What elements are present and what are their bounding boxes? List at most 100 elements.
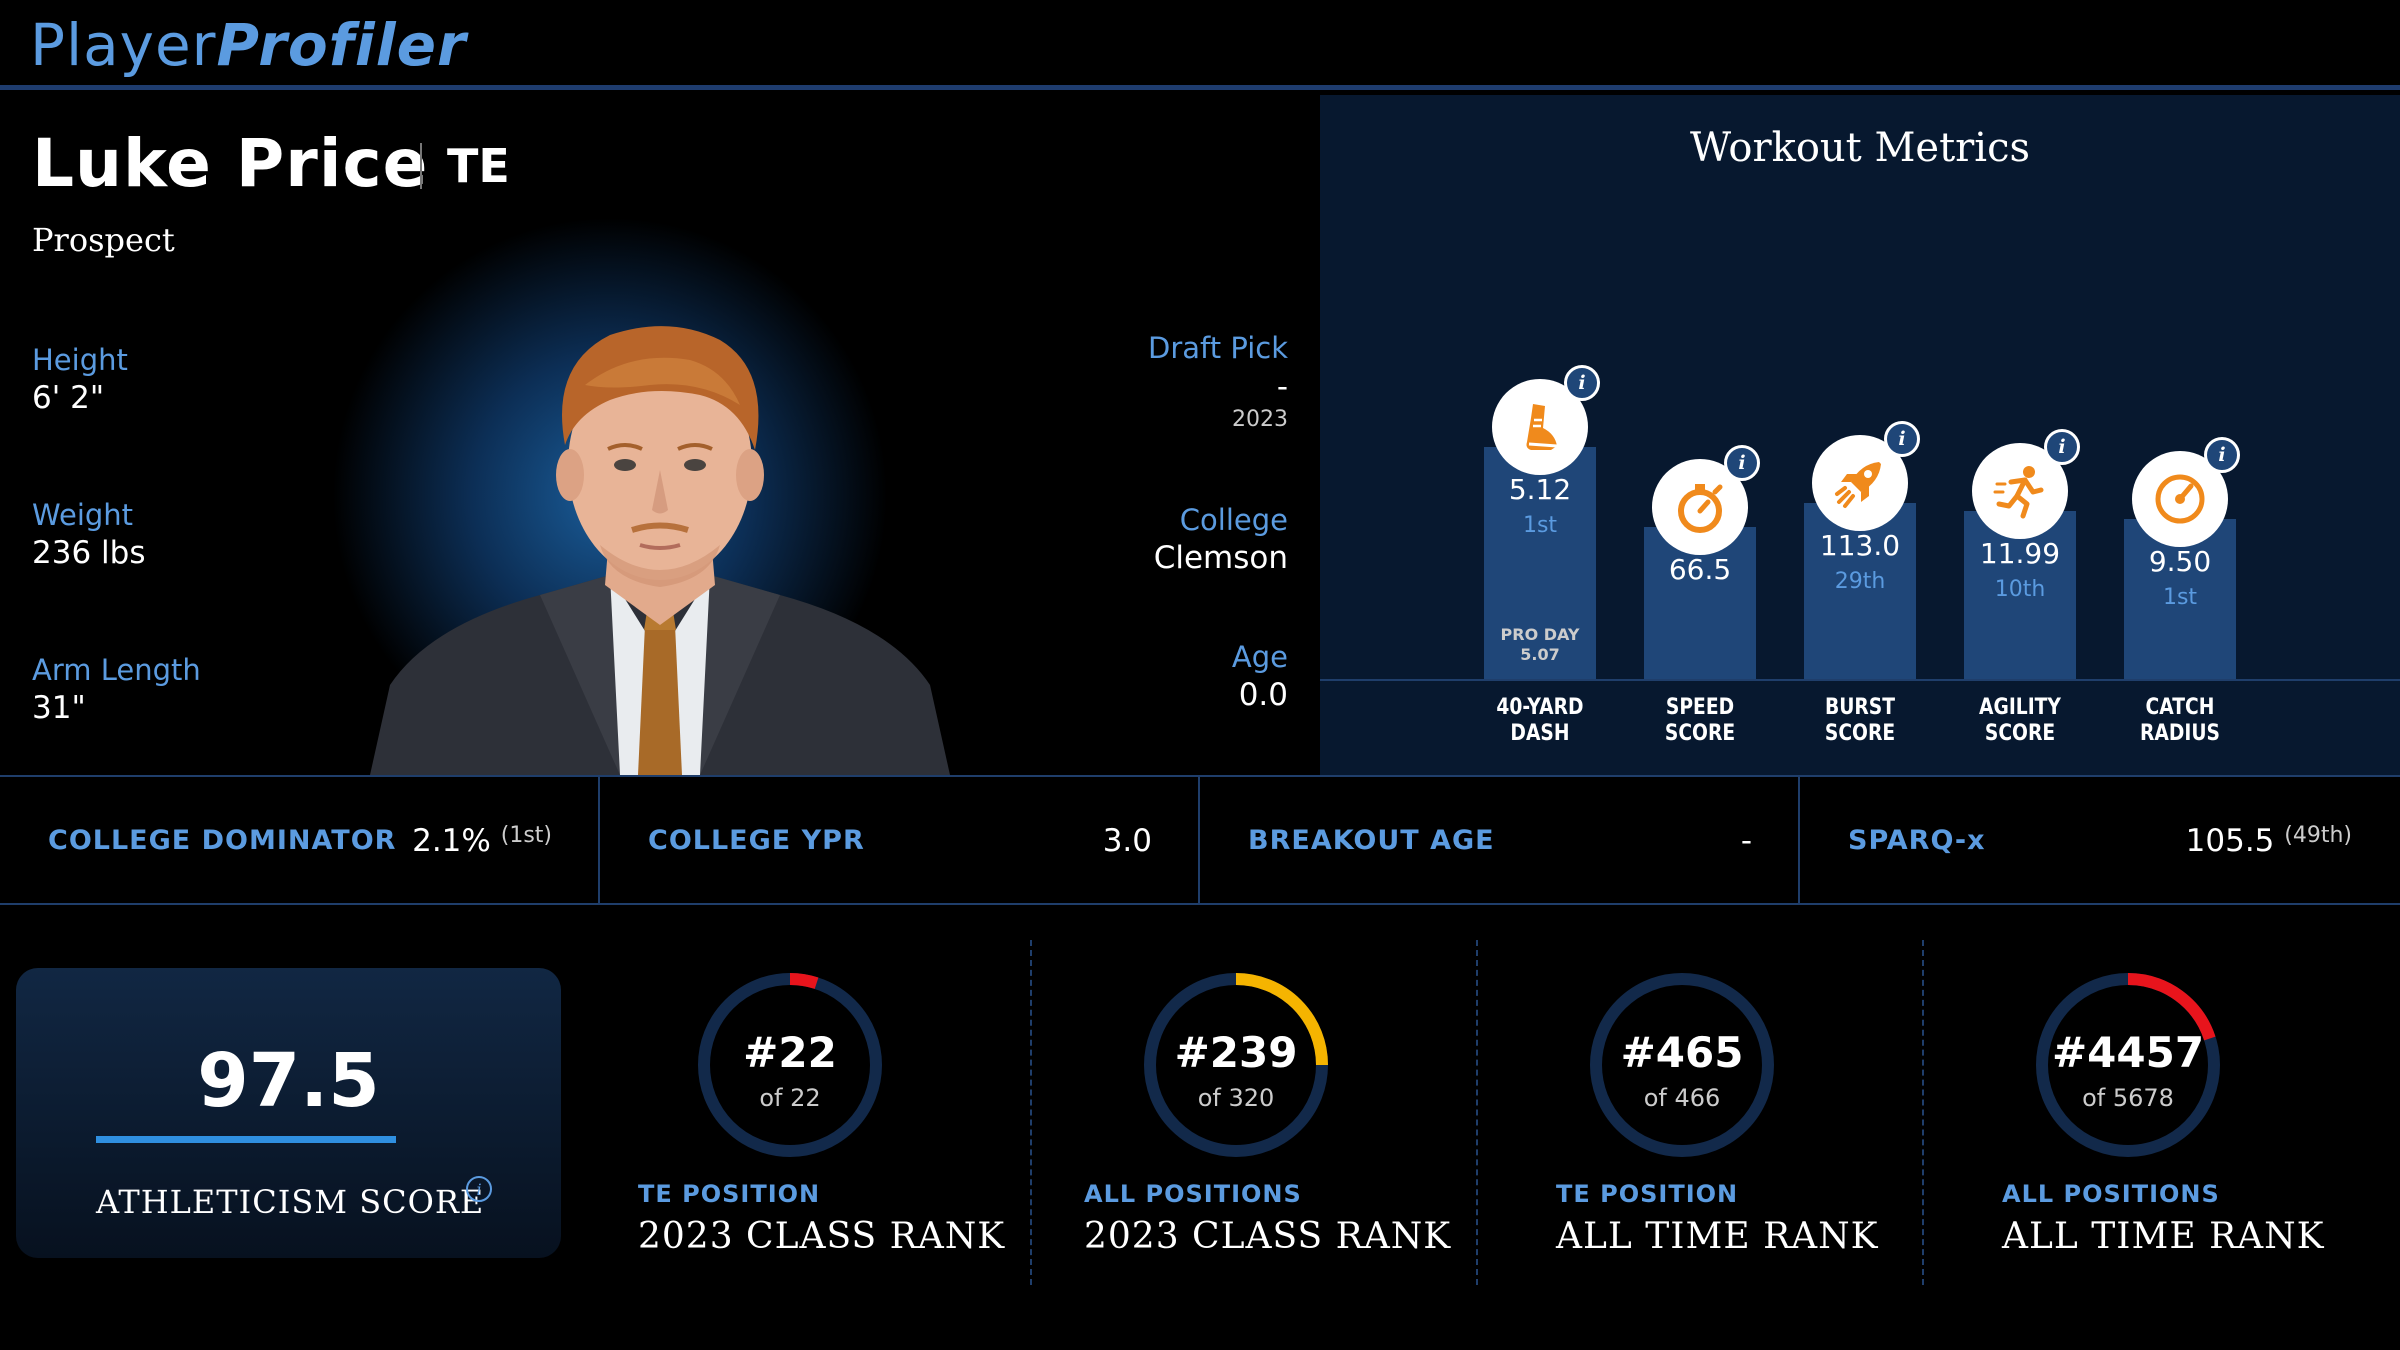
metric-40-yard-dash: i 5.12 1st PRO DAY 5.07 40-YARD DASH — [1484, 95, 1600, 775]
rank-ring — [1144, 973, 1328, 1157]
player-position: TE — [447, 139, 510, 193]
site-logo[interactable]: PlayerProfiler — [30, 10, 467, 80]
workout-title: Workout Metrics — [1689, 125, 2031, 171]
metric-catch-radius: i 9.50 1st CATCH RADIUS — [2124, 95, 2240, 775]
athleticism-underline — [96, 1136, 396, 1143]
stat-label: SPARQ-x — [1848, 825, 1986, 856]
metric-bar — [1484, 447, 1596, 679]
height-value: 6' 2" — [32, 380, 105, 416]
metric-value: 11.99 — [1979, 537, 2061, 570]
rank-divider — [1030, 940, 1032, 1285]
logo-player-text: Player — [30, 11, 217, 79]
stat-breakout-age: BREAKOUT AGE - — [1200, 777, 1800, 903]
college-stats-strip: COLLEGE DOMINATOR 2.1% (1st) COLLEGE YPR… — [0, 775, 2400, 905]
metric-burst-score: i 113.0 29th BURST SCORE — [1804, 95, 1920, 775]
rank-ring — [698, 973, 882, 1157]
stat-value: 3.0 — [1102, 823, 1152, 859]
pro-day-value: 5.07 — [1520, 645, 1560, 664]
rank-ring — [1590, 973, 1774, 1157]
pro-day-label: PRO DAY — [1500, 625, 1580, 644]
college-label: College — [1179, 503, 1288, 537]
metric-agility-score: i 11.99 10th AGILITY SCORE — [1964, 95, 2080, 775]
rank-title: ALL TIME RANK — [1556, 1216, 1879, 1257]
info-icon[interactable]: i — [1564, 365, 1600, 401]
info-icon[interactable]: i — [466, 1176, 492, 1202]
player-status: Prospect — [32, 221, 175, 259]
rank-divider — [1922, 940, 1924, 1285]
stat-value: 2.1% (1st) — [412, 823, 552, 859]
rank-title: ALL TIME RANK — [2002, 1216, 2325, 1257]
metric-label: 40-YARD DASH — [1496, 695, 1584, 746]
rank-number: #4457 — [2051, 1028, 2205, 1077]
rank-total: of 22 — [759, 1084, 821, 1112]
stat-college-ypr: COLLEGE YPR 3.0 — [600, 777, 1200, 903]
athleticism-score-card: 97.5 ATHLETICISM SCORE i — [16, 968, 561, 1258]
rank-number: #22 — [743, 1028, 837, 1077]
rank-all-time: #4457 of 5678 ALL POSITIONS ALL TIME RAN… — [1954, 940, 2400, 1280]
metric-bar — [1804, 503, 1916, 679]
metric-rank: 1st — [1522, 513, 1558, 538]
metric-value: 113.0 — [1819, 529, 1901, 562]
top-bar: PlayerProfiler — [0, 0, 2400, 90]
runner-icon — [1972, 443, 2068, 539]
rank-number: #239 — [1174, 1028, 1298, 1077]
rank-title: 2023 CLASS RANK — [638, 1216, 1006, 1257]
workout-metrics-panel: Workout Metrics i 5.12 1st PRO DAY 5.07 … — [1320, 95, 2400, 775]
rank-total: of 5678 — [2082, 1084, 2174, 1112]
rank-total: of 466 — [1643, 1084, 1721, 1112]
name-divider — [420, 143, 422, 189]
rank-all-class: #239 of 320 ALL POSITIONS 2023 CLASS RAN… — [1062, 940, 1508, 1280]
strip-divider — [598, 777, 600, 903]
stat-label: BREAKOUT AGE — [1248, 825, 1495, 856]
draft-year: 2023 — [1232, 407, 1288, 432]
weight-value: 236 lbs — [32, 535, 146, 571]
stat-sparq-x: SPARQ-x 105.5 (49th) — [1800, 777, 2400, 903]
metric-speed-score: i 66.5 SPEED SCORE — [1644, 95, 1760, 775]
rank-scope: TE POSITION — [1556, 1180, 1739, 1208]
metric-label: SPEED SCORE — [1664, 695, 1736, 746]
metric-label: AGILITY SCORE — [1979, 695, 2061, 746]
stat-label: COLLEGE YPR — [648, 825, 865, 856]
rank-title: 2023 CLASS RANK — [1084, 1216, 1452, 1257]
weight-label: Weight — [32, 498, 134, 532]
rank-te-all-time: #465 of 466 TE POSITION ALL TIME RANK — [1508, 940, 1954, 1280]
draft-pick-label: Draft Pick — [1148, 331, 1288, 365]
info-icon[interactable]: i — [2204, 437, 2240, 473]
rank-scope: TE POSITION — [638, 1180, 821, 1208]
info-icon[interactable]: i — [1884, 421, 1920, 457]
age-value: 0.0 — [1238, 677, 1288, 713]
athleticism-score-label: ATHLETICISM SCORE — [96, 1183, 485, 1221]
stat-college-dominator: COLLEGE DOMINATOR 2.1% (1st) — [0, 777, 600, 903]
metric-value: 66.5 — [1668, 553, 1732, 586]
height-label: Height — [32, 343, 128, 377]
info-icon[interactable]: i — [2044, 429, 2080, 465]
metric-rank: 10th — [1994, 577, 2046, 602]
metric-value: 9.50 — [2148, 545, 2212, 578]
draft-pick-value: - — [1276, 369, 1288, 405]
rank-divider — [1476, 940, 1478, 1285]
player-panel: Luke Price TE Prospect Height 6' 2" Weig… — [0, 95, 1320, 775]
college-value: Clemson — [1153, 540, 1288, 576]
player-name: Luke Price — [32, 125, 429, 202]
rank-te-class: #22 of 22 TE POSITION 2023 CLASS RANK — [616, 940, 1062, 1280]
age-label: Age — [1231, 640, 1288, 674]
rank-ring — [2036, 973, 2220, 1157]
rank-scope: ALL POSITIONS — [1084, 1180, 1302, 1208]
player-photo — [370, 326, 950, 775]
logo-profiler-text: Profiler — [216, 11, 467, 79]
rank-total: of 320 — [1197, 1084, 1275, 1112]
rank-number: #465 — [1620, 1028, 1744, 1077]
info-icon[interactable]: i — [1724, 445, 1760, 481]
stat-label: COLLEGE DOMINATOR — [48, 825, 397, 856]
metric-rank: 29th — [1834, 569, 1886, 594]
metric-label: BURST SCORE — [1824, 695, 1896, 746]
metric-bar — [1964, 511, 2076, 679]
arm-length-label: Arm Length — [32, 653, 201, 687]
stat-value: - — [1740, 823, 1752, 859]
metrics-baseline — [1320, 679, 2400, 681]
metric-rank: 1st — [2162, 585, 2198, 610]
arm-length-value: 31" — [32, 690, 86, 726]
strip-divider — [1198, 777, 1200, 903]
metric-value: 5.12 — [1508, 473, 1572, 506]
metric-label: CATCH RADIUS — [2139, 695, 2221, 746]
